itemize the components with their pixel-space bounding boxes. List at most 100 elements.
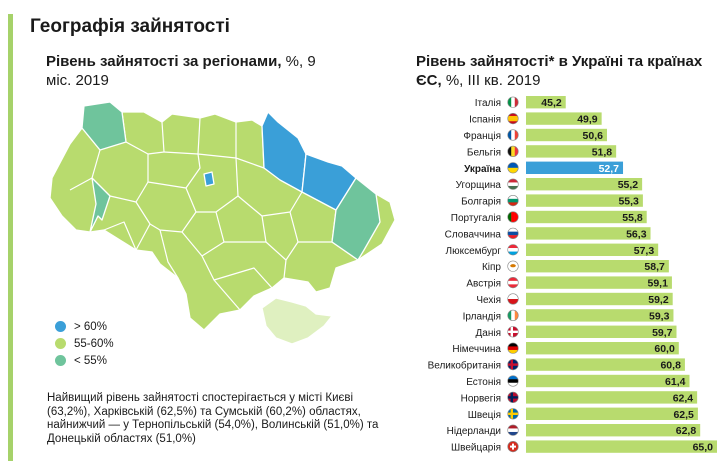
bar [526, 243, 659, 256]
category-label: Чехія [476, 295, 501, 306]
value-label: 59,7 [652, 327, 673, 339]
map-title: Рівень зайнятості за регіонами, %, 9 міс… [46, 52, 316, 90]
value-label: 57,3 [634, 245, 655, 257]
norway-flag-icon [507, 391, 519, 404]
bulgaria-flag-icon [507, 194, 519, 207]
category-label: Великобританія [428, 360, 501, 372]
bar [526, 292, 673, 306]
category-label: Люксембург [446, 245, 502, 257]
ireland-flag-icon [507, 309, 519, 321]
map-legend: > 60% 55-60% < 55% [55, 318, 114, 369]
legend-dot-low [55, 355, 66, 366]
value-label: 50,6 [583, 130, 604, 142]
spain-flag-icon [507, 112, 519, 125]
cyprus-flag-icon [507, 260, 519, 272]
legend-item-mid: 55-60% [55, 335, 114, 352]
ukraine-map [49, 101, 396, 345]
value-label: 59,2 [648, 294, 669, 306]
category-label: Австрія [466, 279, 501, 290]
value-label: 52,7 [599, 163, 620, 175]
chart-title-rest: %, ІІІ кв. 2019 [441, 72, 541, 89]
germany-flag-icon [507, 342, 519, 354]
value-label: 58,7 [644, 261, 665, 273]
category-label: Данія [476, 328, 502, 339]
category-label: Франція [463, 131, 501, 142]
value-label: 61,4 [665, 376, 686, 388]
value-label: 55,8 [622, 212, 643, 224]
bar [526, 260, 669, 273]
category-label: Словаччина [445, 229, 502, 240]
map-crimea [261, 297, 333, 345]
map-note: Найвищий рівень зайнятості спостерігаєть… [47, 392, 379, 445]
value-label: 60,0 [654, 343, 675, 355]
hungary-flag-icon [507, 178, 519, 190]
category-label: Португалія [451, 213, 501, 224]
category-label: Україна [464, 164, 501, 175]
map-region-volyn [81, 101, 127, 151]
france-flag-icon [507, 129, 519, 141]
category-label: Естонія [466, 377, 501, 388]
bar [526, 128, 607, 142]
value-label: 62,8 [676, 425, 697, 437]
legend-item-high: > 60% [55, 318, 114, 335]
category-label: Норвегія [461, 393, 501, 404]
category-label: Нідерланди [447, 426, 501, 437]
map-title-bold: Рівень зайнятості за регіонами, [46, 53, 282, 70]
value-label: 55,3 [618, 196, 639, 208]
bar [526, 440, 717, 453]
czechia-flag-icon [507, 293, 519, 305]
value-label: 65,0 [693, 442, 714, 454]
slovakia-flag-icon [507, 227, 519, 239]
bar [526, 424, 701, 437]
legend-dot-high [55, 321, 66, 332]
map-region-donetsk [331, 177, 381, 261]
category-label: Ірландія [463, 311, 501, 322]
chart-title: Рівень зайнятості* в Україні та країнах … [416, 52, 716, 90]
value-label: 59,1 [647, 278, 668, 290]
category-label: Німеччина [452, 344, 501, 355]
bar [526, 276, 672, 289]
estonia-flag-icon [507, 375, 519, 387]
map-title-rest: %, 9 міс. 2019 [46, 53, 316, 89]
legend-item-low: < 55% [55, 352, 114, 369]
legend-label-low: < 55% [74, 354, 107, 367]
denmark-flag-icon [507, 326, 519, 338]
bar [526, 342, 679, 355]
bar [526, 112, 602, 125]
value-label: 55,2 [618, 179, 639, 191]
accent-bar [8, 14, 13, 461]
chart-title-bold: Рівень зайнятості* в Україні та країнах … [416, 53, 703, 89]
bar [526, 325, 677, 338]
legend-label-mid: 55-60% [74, 337, 114, 350]
category-label: Іспанія [469, 115, 501, 126]
sweden-flag-icon [507, 408, 519, 420]
italy-flag-icon [507, 96, 519, 108]
value-label: 51,8 [592, 146, 613, 158]
map-region-kyiv-city [203, 171, 215, 187]
uk-flag-icon [507, 359, 519, 371]
bar [526, 358, 685, 371]
value-label: 56,3 [626, 228, 647, 240]
bar [526, 210, 647, 224]
category-label: Швейцарія [451, 443, 501, 454]
bar [526, 96, 566, 109]
netherlands-flag-icon [507, 424, 519, 436]
austria-flag-icon [507, 277, 519, 289]
value-label: 60,8 [660, 360, 681, 372]
legend-dot-mid [55, 338, 66, 349]
map-region-ternopil [89, 177, 111, 233]
page-title: Географія зайнятості [30, 16, 230, 37]
bar [526, 391, 698, 404]
bar [526, 309, 674, 322]
category-label: Болгарія [461, 197, 501, 208]
bar [526, 407, 698, 420]
bar [526, 194, 643, 207]
bar-highlight [526, 161, 624, 174]
bar [526, 145, 617, 158]
portugal-flag-icon [507, 211, 519, 223]
bar [526, 178, 643, 191]
ukraine-flag-icon [507, 162, 519, 174]
value-label: 49,9 [577, 114, 598, 126]
employment-bar-chart: Італія 45,2 Іспанія 49,9 Франція 50,6 Бельгія 5… [428, 96, 717, 454]
bar [526, 227, 651, 240]
